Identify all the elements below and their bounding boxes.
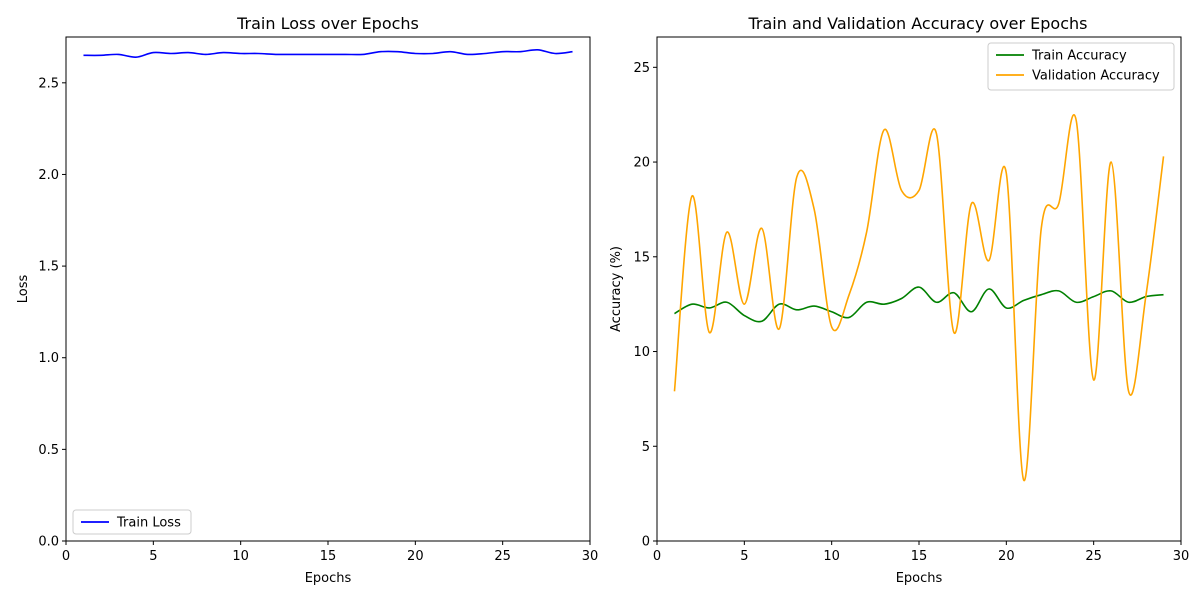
legend-entry: Validation Accuracy bbox=[1032, 69, 1160, 84]
y-tick-label: 2.5 bbox=[38, 76, 59, 91]
x-tick-label: 0 bbox=[62, 549, 70, 564]
y-tick-label: 10 bbox=[633, 345, 650, 360]
y-tick-label: 25 bbox=[633, 61, 650, 76]
x-axis-label: Epochs bbox=[896, 571, 943, 586]
legend-box bbox=[987, 42, 1175, 91]
chart-title: Train Loss over Epochs bbox=[236, 14, 419, 33]
x-tick-label: 15 bbox=[911, 549, 928, 564]
plot-lines bbox=[673, 114, 1165, 482]
y-tick-label: 1.5 bbox=[38, 260, 59, 275]
x-tick-label: 15 bbox=[320, 549, 337, 564]
plot-frame bbox=[656, 36, 1182, 542]
x-axis-label: Epochs bbox=[305, 571, 352, 586]
y-tick-label: 1.0 bbox=[38, 351, 59, 366]
x-tick-label: 0 bbox=[653, 549, 661, 564]
y-axis: 0 5 10 15 20 25 bbox=[633, 61, 657, 550]
legend-box bbox=[72, 509, 192, 535]
legend-entry: Train Loss bbox=[116, 516, 181, 531]
series-line-train-loss bbox=[83, 49, 573, 58]
y-tick-label: 0.5 bbox=[38, 443, 59, 458]
y-tick-label: 5 bbox=[642, 440, 650, 455]
x-tick-label: 30 bbox=[582, 549, 599, 564]
x-tick-label: 10 bbox=[823, 549, 840, 564]
y-tick-label: 20 bbox=[633, 156, 650, 171]
plot-lines bbox=[83, 49, 573, 58]
plot-frame bbox=[65, 36, 591, 542]
y-tick-label: 2.0 bbox=[38, 168, 59, 183]
x-tick-label: 25 bbox=[494, 549, 511, 564]
y-axis-label: Accuracy (%) bbox=[609, 246, 624, 332]
accuracy-chart: Train and Validation Accuracy over Epoch… bbox=[609, 14, 1189, 586]
y-axis: 0.0 0.5 1.0 1.5 2.0 2.5 bbox=[38, 76, 66, 550]
x-tick-label: 20 bbox=[407, 549, 424, 564]
series-line-validation-accuracy bbox=[673, 114, 1165, 482]
x-tick-label: 25 bbox=[1085, 549, 1102, 564]
y-tick-label: 15 bbox=[633, 250, 650, 265]
y-tick-label: 0 bbox=[642, 535, 650, 550]
chart-title: Train and Validation Accuracy over Epoch… bbox=[748, 14, 1088, 33]
legend-entry: Train Accuracy bbox=[1031, 49, 1127, 64]
legend: Train Loss bbox=[72, 509, 192, 535]
x-tick-label: 10 bbox=[232, 549, 249, 564]
x-axis: 0 5 10 15 20 25 30 bbox=[653, 541, 1189, 564]
legend: Train Accuracy Validation Accuracy bbox=[987, 42, 1175, 91]
series-line-train-accuracy bbox=[674, 286, 1164, 323]
x-tick-label: 30 bbox=[1173, 549, 1190, 564]
x-tick-label: 5 bbox=[149, 549, 157, 564]
x-tick-label: 5 bbox=[740, 549, 748, 564]
x-axis: 0 5 10 15 20 25 30 bbox=[62, 541, 598, 564]
y-tick-label: 0.0 bbox=[38, 535, 59, 550]
y-axis-label: Loss bbox=[16, 275, 31, 304]
train-loss-chart: Train Loss over Epochs 0 5 10 15 20 25 30 0.00… bbox=[16, 14, 598, 586]
x-tick-label: 20 bbox=[998, 549, 1015, 564]
